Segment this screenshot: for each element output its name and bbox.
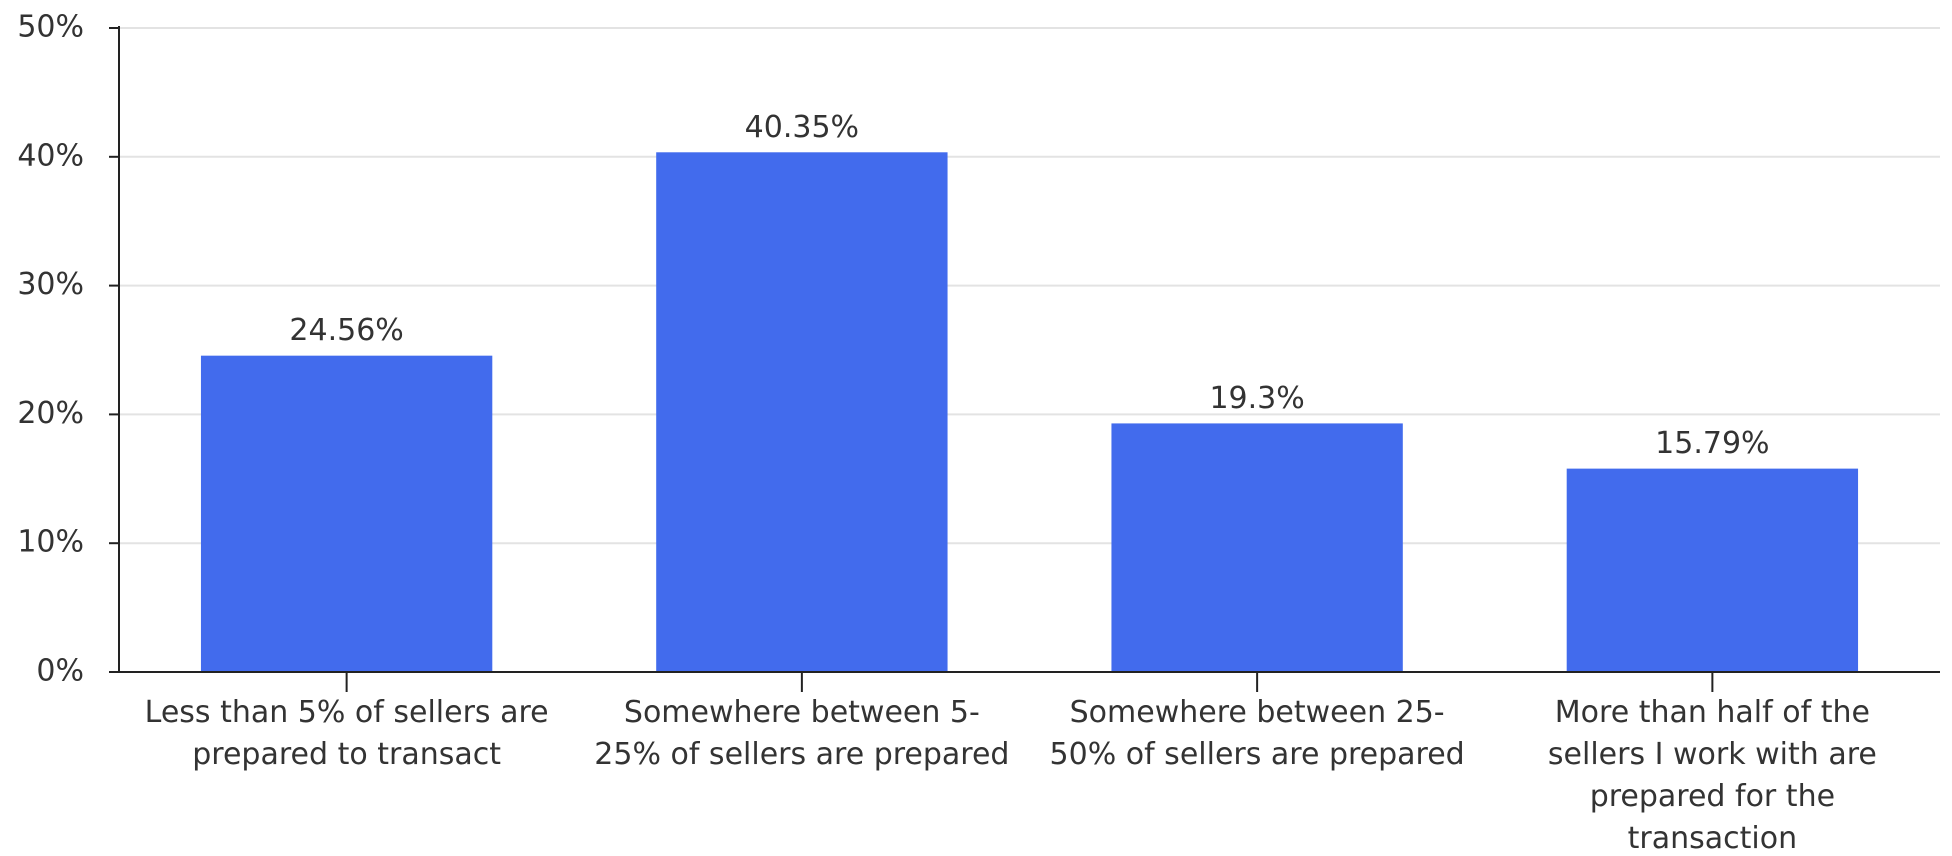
y-tick-label: 40%	[17, 138, 84, 173]
y-tick-label: 10%	[17, 525, 84, 560]
y-tick-label: 30%	[17, 267, 84, 302]
bar	[200, 355, 493, 672]
y-tick-label: 20%	[17, 396, 84, 431]
data-label: 15.79%	[1655, 426, 1769, 461]
data-label: 40.35%	[745, 110, 859, 145]
y-tick-label: 0%	[36, 654, 84, 689]
bar	[656, 152, 948, 673]
data-label: 19.3%	[1209, 381, 1304, 416]
x-tick-label: Less than 5% of sellers are prepared to …	[144, 695, 549, 772]
x-tick-label: Somewhere between 25-50% of sellers are …	[1049, 695, 1465, 772]
bar	[1111, 423, 1403, 672]
x-tick-label: More than half of the sellers I work wit…	[1547, 695, 1877, 856]
data-label: 24.56%	[289, 313, 403, 348]
bar	[1566, 468, 1859, 672]
y-tick-label: 50%	[17, 10, 84, 45]
x-tick-label: Somewhere between 5-25% of sellers are p…	[594, 695, 1010, 772]
